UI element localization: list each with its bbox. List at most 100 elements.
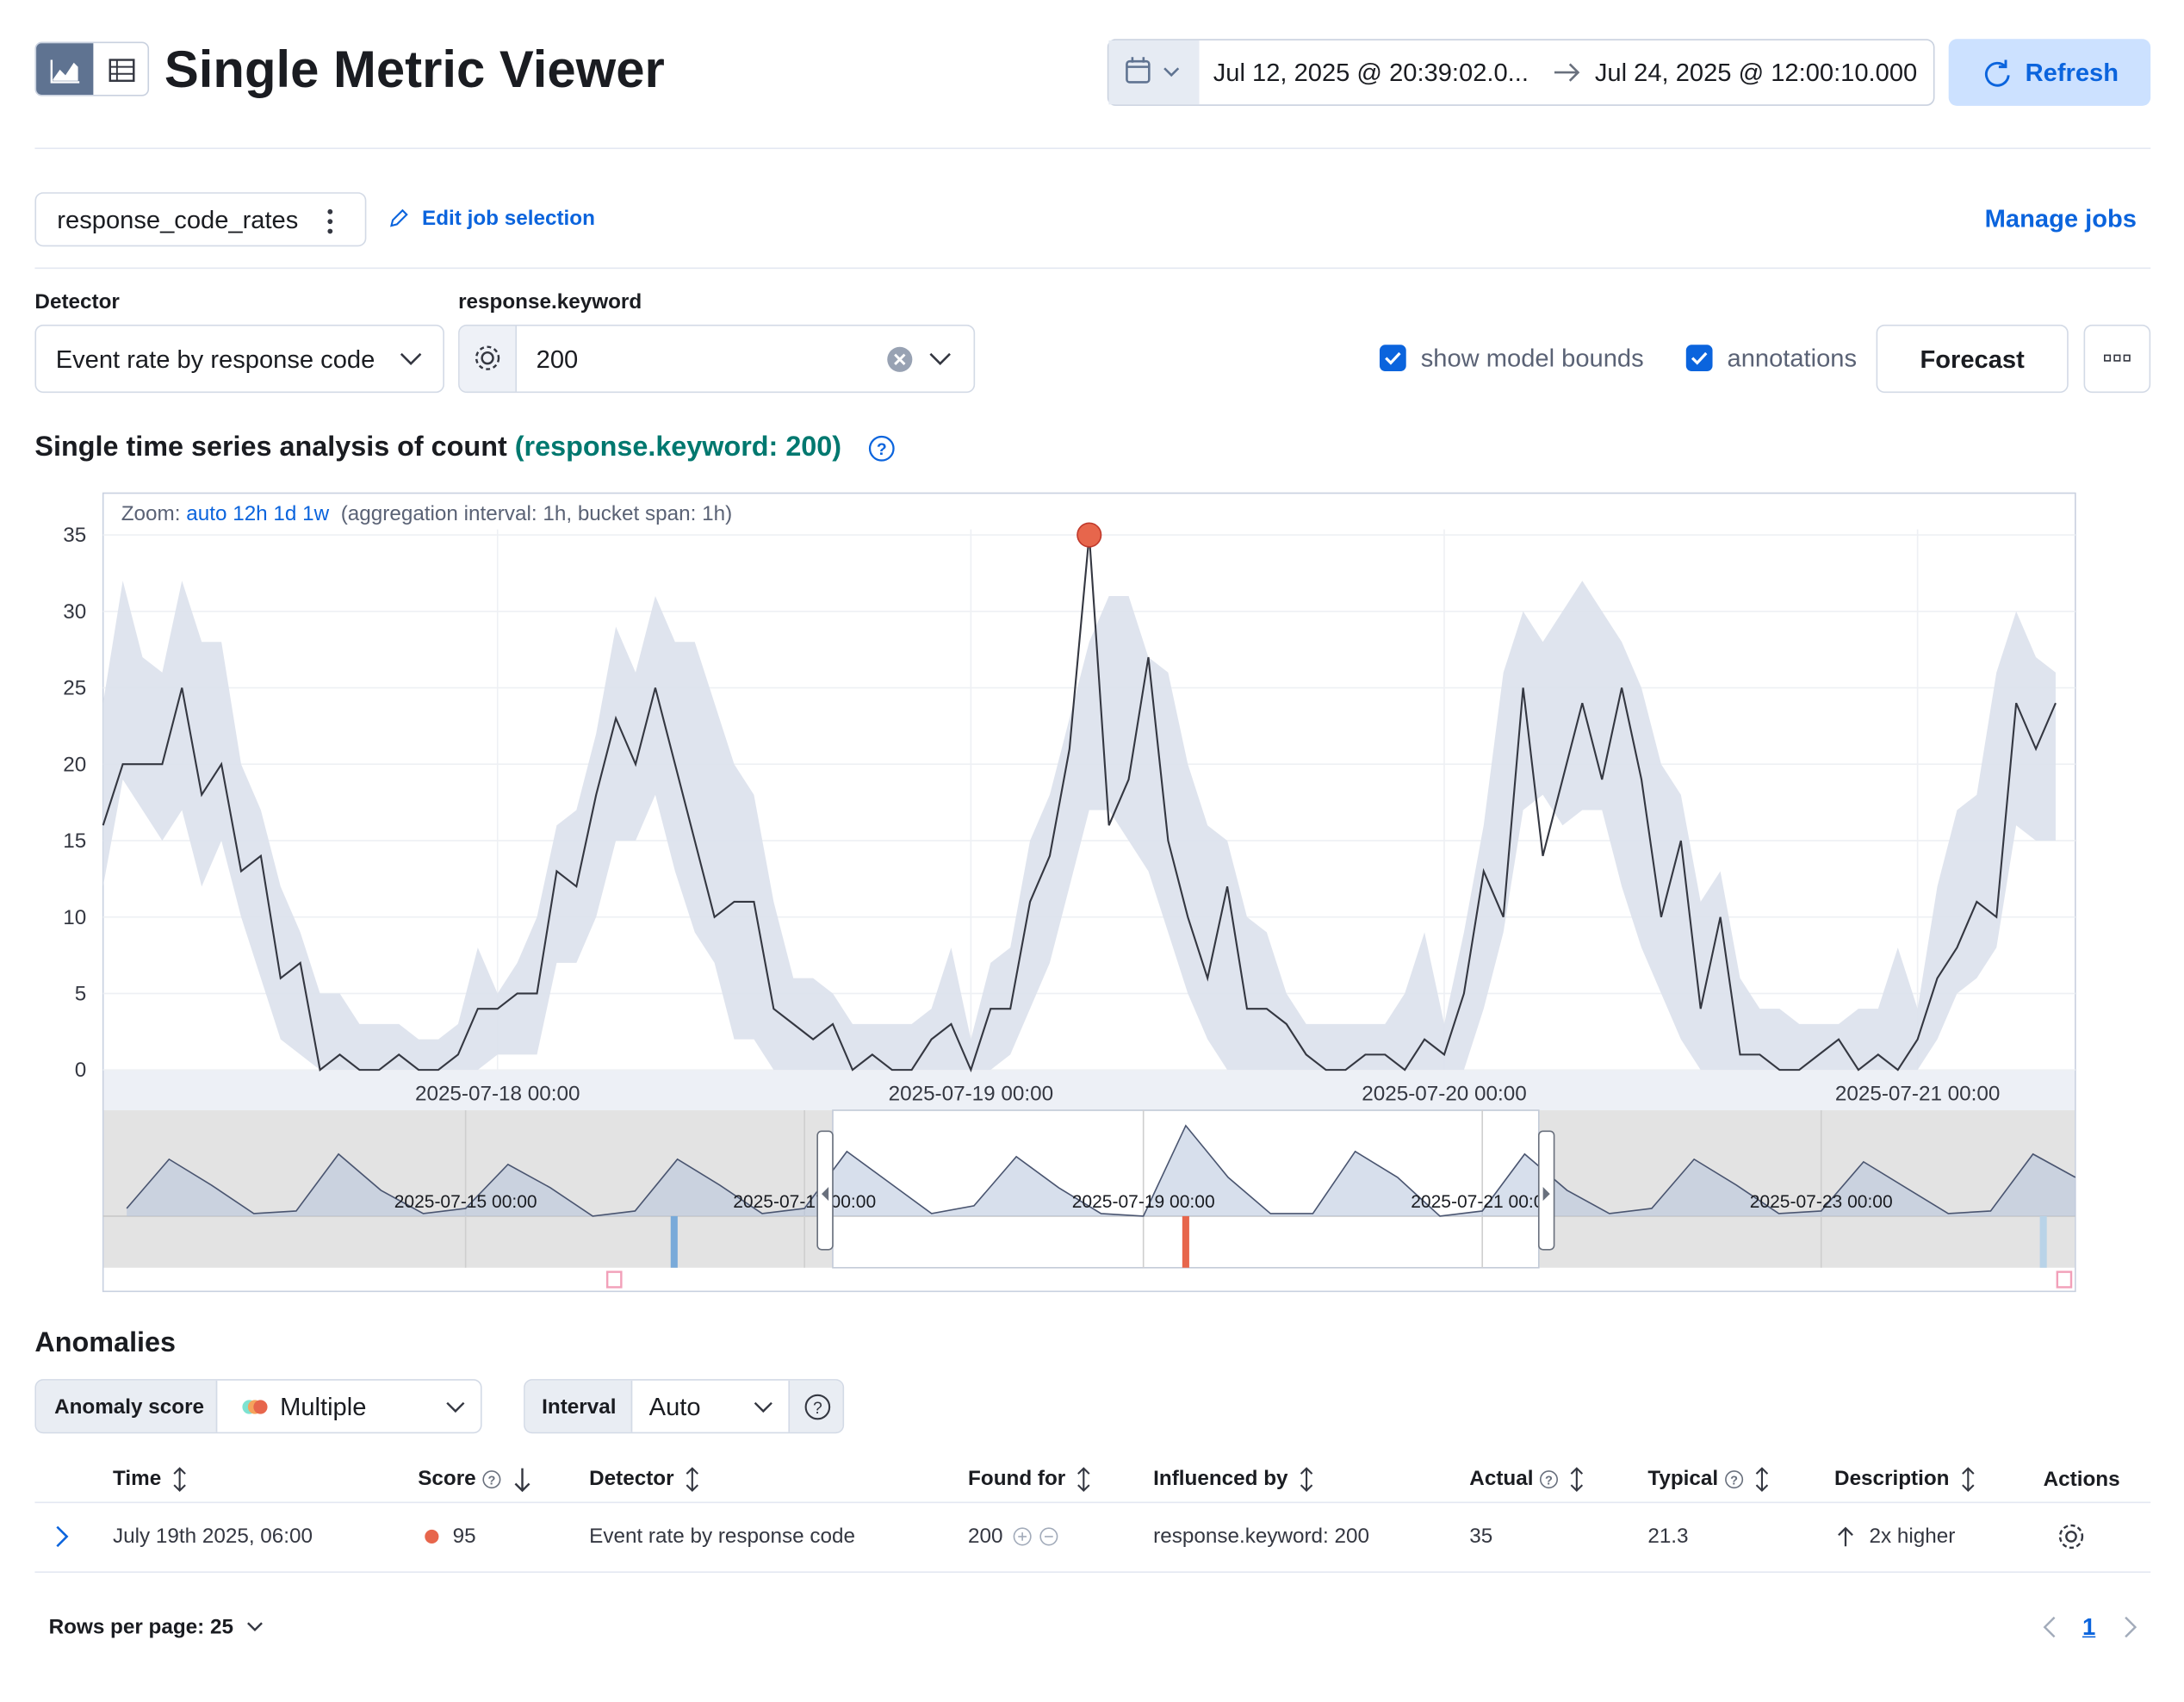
column-header-cell[interactable]: Typical?	[1647, 1465, 1771, 1493]
interval-help[interactable]: ?	[788, 1380, 843, 1432]
context-tick-label: 2025-07-15 00:00	[394, 1192, 537, 1212]
refresh-button[interactable]: Refresh	[1948, 39, 2151, 106]
zoom-option[interactable]: 1w	[302, 502, 330, 526]
anomaly-marker	[1076, 522, 1102, 548]
svg-text:?: ?	[1729, 1474, 1737, 1488]
page-title: Single Metric Viewer	[164, 40, 665, 99]
job-badge[interactable]: response_code_rates	[34, 192, 367, 247]
filter-icons[interactable]	[1013, 1525, 1060, 1548]
help-icon[interactable]: ?	[868, 435, 896, 463]
swimlane-cell	[2039, 1215, 2047, 1268]
prev-page[interactable]	[2040, 1615, 2060, 1640]
end-date[interactable]: Jul 24, 2025 @ 12:00:10.000	[1594, 58, 1918, 87]
table-header-border	[34, 1501, 2151, 1504]
table-row-border	[34, 1571, 2151, 1573]
clear-icon[interactable]	[886, 345, 914, 373]
column-header-cell[interactable]: Detector	[589, 1465, 702, 1493]
pencil-icon	[390, 208, 408, 227]
column-header: Actions	[2043, 1467, 2120, 1492]
table-cell: 200	[968, 1525, 1003, 1549]
table-view-button[interactable]	[93, 43, 149, 96]
column-header-cell: Actions	[2044, 1469, 2120, 1489]
date-quick-menu[interactable]	[1108, 40, 1200, 105]
rows-per-page[interactable]: Rows per page: 25	[48, 1615, 233, 1639]
column-header-cell[interactable]: Description	[1834, 1465, 1977, 1493]
context-tick-label: 2025-07-23 00:00	[1750, 1192, 1893, 1212]
entity-label: response.keyword	[458, 290, 642, 314]
zoom-option[interactable]: 1d	[273, 502, 297, 526]
zoom-label: Zoom:	[121, 502, 181, 526]
filter-prepend: Anomaly score	[36, 1380, 218, 1432]
table-cell: July 19th 2025, 06:00	[113, 1525, 313, 1549]
column-header-cell[interactable]: Time	[113, 1465, 189, 1493]
filter-prepend: Interval	[524, 1380, 633, 1432]
forecast-button[interactable]: Forecast	[1876, 324, 2069, 394]
interval-filter-value: Auto	[648, 1393, 701, 1421]
direction-icon	[1836, 1524, 1856, 1549]
edit-job-link[interactable]: Edit job selection	[422, 207, 595, 231]
column-header-cell[interactable]: Found for	[968, 1465, 1094, 1493]
start-date[interactable]: Jul 12, 2025 @ 20:39:02.0...	[1213, 58, 1529, 87]
job-id: response_code_rates	[57, 206, 299, 234]
score-filter-value: Multiple	[280, 1393, 367, 1421]
context-line	[126, 1124, 2076, 1217]
column-header: Typical	[1647, 1467, 1719, 1491]
swimlane-cell	[1182, 1215, 1189, 1268]
model-bounds-checkbox[interactable]	[1379, 344, 1406, 372]
page-number[interactable]: 1	[2082, 1613, 2096, 1641]
actions-button[interactable]	[2056, 1521, 2087, 1552]
chart-entity: (response.keyword: 200)	[514, 432, 842, 463]
detector-select[interactable]: Event rate by response code	[34, 324, 444, 394]
y-tick-label: 25	[63, 677, 86, 700]
svg-text:?: ?	[487, 1474, 495, 1488]
next-page[interactable]	[2120, 1615, 2140, 1640]
chart-heading: Single time series analysis of count (re…	[34, 433, 841, 461]
model-bounds-label: show model bounds	[1420, 344, 1644, 372]
annotations-checkbox[interactable]	[1685, 344, 1713, 372]
anomalies-title: Anomalies	[34, 1327, 177, 1358]
expand-row-button[interactable]	[52, 1524, 71, 1549]
zoom-bar: Zoom: auto 12h 1d 1w (aggregation interv…	[121, 504, 732, 525]
table-cell: 21.3	[1647, 1525, 1689, 1549]
severity-dot	[425, 1529, 439, 1544]
x-tick-label: 2025-07-19 00:00	[889, 1083, 1053, 1106]
table-cell: 2x higher	[1869, 1525, 1956, 1549]
annotations-label: annotations	[1727, 344, 1858, 372]
y-tick-label: 20	[63, 753, 86, 776]
manage-jobs-link[interactable]: Manage jobs	[1984, 204, 2137, 233]
column-header: Influenced by	[1153, 1467, 1288, 1491]
column-header-cell[interactable]: Influenced by	[1153, 1465, 1316, 1493]
column-header-cell[interactable]: Score?	[418, 1465, 531, 1493]
date-picker: Jul 12, 2025 @ 20:39:02.0... Jul 24, 202…	[1107, 39, 1935, 106]
more-button[interactable]	[2083, 324, 2151, 394]
zoom-option[interactable]: auto	[186, 502, 227, 526]
chevron	[247, 1622, 263, 1632]
svg-text:?: ?	[1545, 1474, 1553, 1488]
column-header: Actual	[1469, 1467, 1534, 1491]
table-cell: response.keyword: 200	[1153, 1525, 1370, 1549]
x-tick-label: 2025-07-21 00:00	[1835, 1083, 2000, 1106]
column-header-cell[interactable]: Actual?	[1469, 1465, 1586, 1493]
y-tick-label: 0	[75, 1059, 87, 1082]
y-tick-label: 15	[63, 829, 86, 853]
interval-filter-label: Interval	[542, 1395, 617, 1419]
chart-view-button[interactable]	[36, 43, 94, 95]
column-header: Score	[418, 1467, 476, 1491]
entity-select[interactable]: 200	[458, 324, 976, 394]
divider	[34, 147, 2151, 150]
y-tick-label: 5	[75, 982, 87, 1005]
context-area	[127, 1125, 2075, 1216]
column-header: Description	[1834, 1467, 1950, 1491]
anomaly-score-filter[interactable]: Anomaly score Multiple	[34, 1379, 482, 1434]
annotation-marker	[2056, 1270, 2073, 1289]
detector-value: Event rate by response code	[55, 345, 375, 374]
context-tick-label: 2025-07-21 00:00	[1411, 1192, 1554, 1212]
interval-note: (aggregation interval: 1h, bucket span: …	[340, 502, 733, 526]
column-header: Time	[113, 1467, 162, 1491]
chart-title: Single time series analysis of count	[34, 432, 507, 463]
zoom-option[interactable]: 12h	[233, 502, 268, 526]
interval-filter[interactable]: Interval Auto ?	[524, 1379, 845, 1434]
table-cell: 95	[452, 1525, 476, 1549]
entity-settings[interactable]	[459, 326, 518, 392]
context-tick-label: 2025-07-19 00:00	[1072, 1192, 1215, 1212]
